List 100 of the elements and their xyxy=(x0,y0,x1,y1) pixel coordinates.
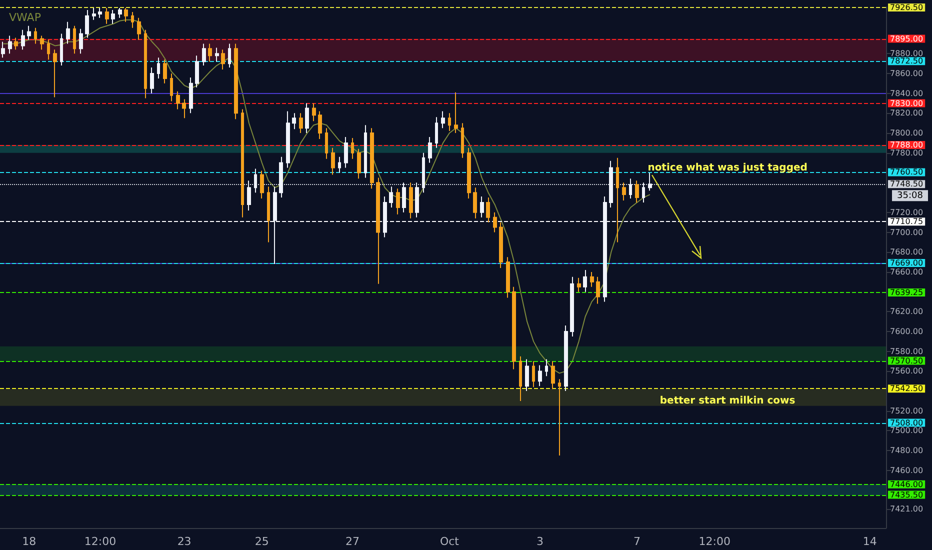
candlestick xyxy=(53,49,57,98)
candlestick xyxy=(312,102,316,122)
ref-line-label: 7788.00 xyxy=(890,140,924,150)
candlestick xyxy=(467,147,471,200)
candlestick xyxy=(512,286,516,370)
candlestick xyxy=(622,182,626,202)
candlestick xyxy=(73,25,76,54)
y-tick-label: 7580.00 xyxy=(890,346,924,356)
candlestick xyxy=(202,43,206,66)
candlestick xyxy=(499,222,503,268)
y-tick-label: 7840.00 xyxy=(890,88,924,98)
candlestick xyxy=(473,187,477,219)
ref-line-label: 7508.00 xyxy=(890,418,924,428)
candlestick xyxy=(163,59,167,84)
x-tick-label: 23 xyxy=(177,535,192,548)
candlestick xyxy=(525,358,529,392)
y-tick-label: 7720.00 xyxy=(890,208,924,217)
candlestick xyxy=(189,76,193,114)
candlestick xyxy=(215,47,219,62)
series-label: VWAP xyxy=(9,11,42,24)
candlestick xyxy=(267,186,270,243)
candlestick xyxy=(570,276,574,337)
candlestick xyxy=(305,102,309,134)
candlestick xyxy=(635,180,639,203)
x-tick-label: 7 xyxy=(634,535,641,548)
candlestick xyxy=(596,276,600,304)
y-tick-label: 7700.00 xyxy=(890,228,924,237)
candlestick xyxy=(480,196,484,218)
ref-line-label: 7435.50 xyxy=(890,490,924,500)
candlestick xyxy=(247,180,251,211)
candlestick xyxy=(376,177,380,284)
candlestick xyxy=(441,110,445,129)
candlestick xyxy=(409,182,413,219)
candlestick xyxy=(642,182,645,203)
candlestick xyxy=(435,116,438,148)
candlestick xyxy=(338,156,341,174)
candlestick xyxy=(486,197,490,223)
candlestick xyxy=(344,136,348,168)
candlestick xyxy=(370,128,374,190)
candlestick xyxy=(325,128,328,160)
x-tick-label: Oct xyxy=(440,535,460,548)
candlestick xyxy=(318,110,322,140)
candlestick xyxy=(629,178,632,200)
candlestick xyxy=(616,157,619,243)
x-tick-label: 18 xyxy=(22,535,36,548)
candlestick xyxy=(14,37,18,50)
y-tick-label: 7460.00 xyxy=(890,466,924,475)
candlestick xyxy=(428,136,432,164)
candlestick xyxy=(299,112,303,134)
x-tick-label: 14 xyxy=(862,535,877,548)
candlestick xyxy=(519,356,522,402)
candlestick xyxy=(241,108,244,218)
ref-line-label: 7748.50 xyxy=(890,180,924,189)
candlestick xyxy=(279,156,283,198)
candlestick xyxy=(137,17,141,40)
candlestick xyxy=(170,72,173,102)
candlestick xyxy=(609,160,613,208)
candlestick xyxy=(590,271,594,288)
candlestick xyxy=(389,186,393,208)
candlestick xyxy=(144,29,147,99)
candlestick xyxy=(66,21,70,44)
candlestick xyxy=(454,92,458,134)
candlestick xyxy=(105,7,109,24)
candlestick xyxy=(551,360,555,390)
candlestick xyxy=(1,41,5,58)
candlestick xyxy=(461,122,464,158)
candlestick xyxy=(364,124,367,178)
candlestick xyxy=(545,358,548,377)
candlestick xyxy=(182,98,186,119)
x-tick-label: 27 xyxy=(345,535,360,548)
x-tick-label: 25 xyxy=(254,535,269,548)
candlestick xyxy=(648,172,652,192)
ref-line-label: 7542.50 xyxy=(890,384,924,394)
candlestick xyxy=(150,67,154,94)
candlestick xyxy=(603,196,607,302)
candlestick xyxy=(538,364,542,387)
candlestick xyxy=(27,25,31,40)
candlestick xyxy=(79,28,83,54)
candlestick xyxy=(34,27,37,44)
candlestick xyxy=(195,55,199,88)
candlestick xyxy=(254,168,257,194)
y-tick-label: 7560.00 xyxy=(890,366,924,376)
x-tick-label: 12:00 xyxy=(84,535,116,548)
y-tick-label: 7500.00 xyxy=(890,426,924,436)
y-tick-label: 7600.00 xyxy=(890,327,924,336)
candlestick xyxy=(85,9,89,38)
ref-line-label: 7446.00 xyxy=(890,480,924,489)
candlestick xyxy=(176,90,180,110)
candlestick xyxy=(234,43,238,120)
candlestick xyxy=(448,112,451,132)
ref-line-label: 7895.00 xyxy=(890,34,924,44)
candlestick xyxy=(422,152,425,194)
text: 35:08 xyxy=(897,191,924,202)
y-tick-label: 7660.00 xyxy=(890,267,924,276)
candlestick xyxy=(577,277,581,292)
candlestick xyxy=(221,49,225,70)
y-tick-label: 7421.00 xyxy=(890,504,924,514)
annotation: notice what was just tagged xyxy=(648,162,808,174)
candlestick xyxy=(118,7,122,18)
y-tick-label: 7620.00 xyxy=(890,307,924,316)
